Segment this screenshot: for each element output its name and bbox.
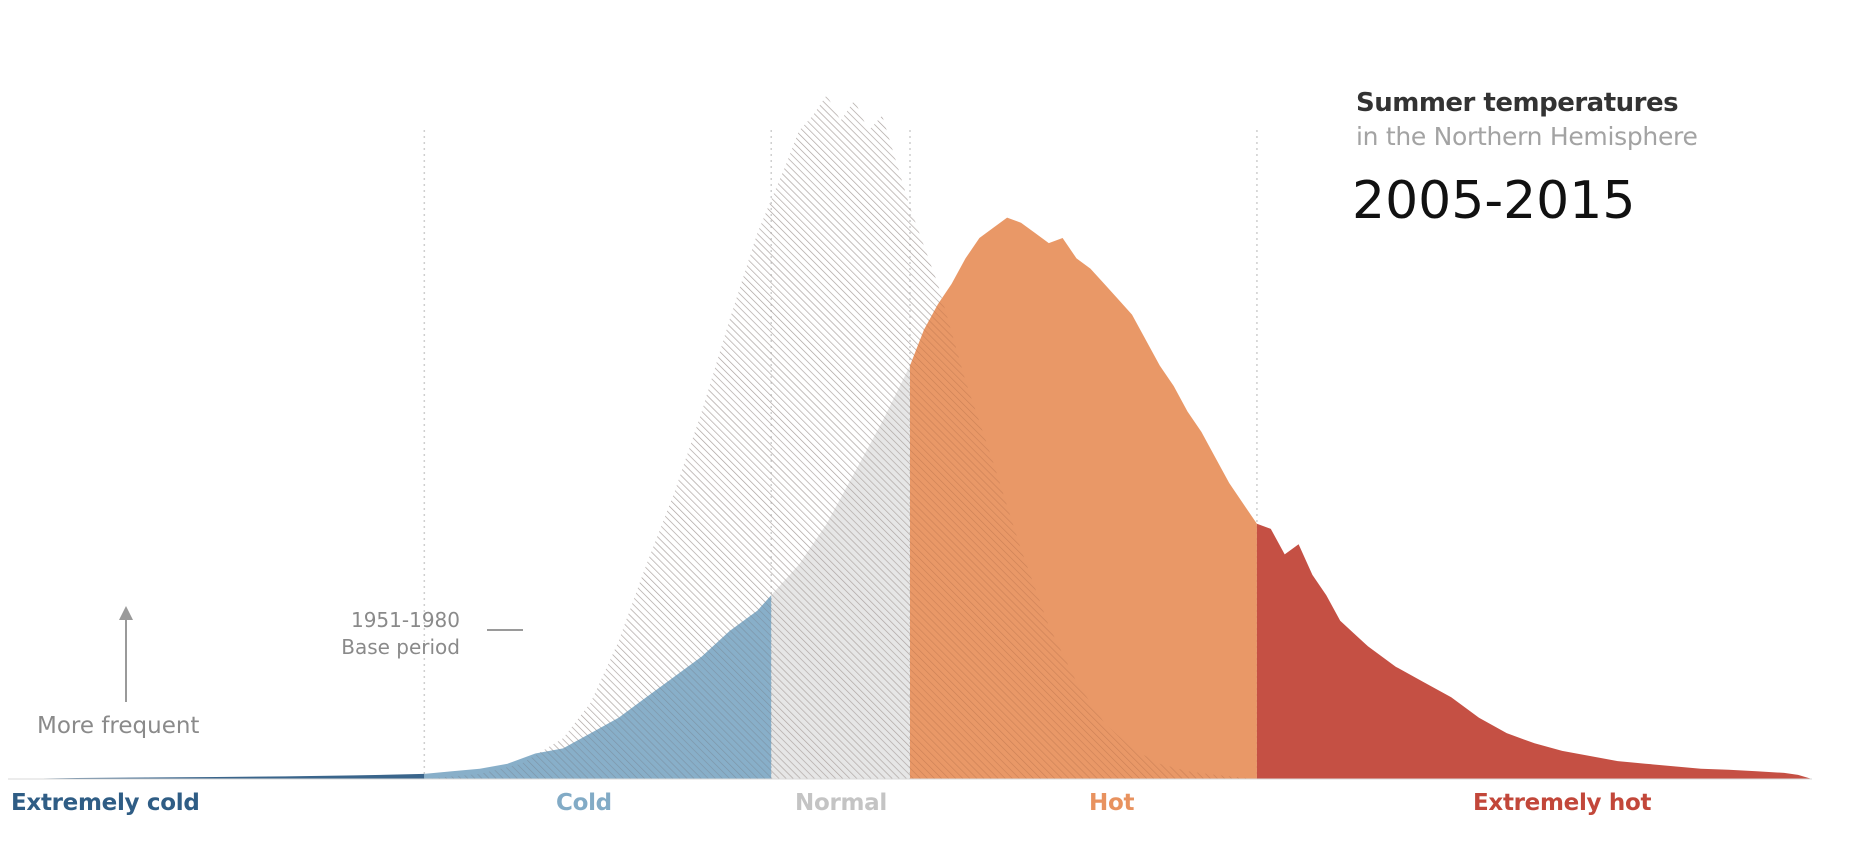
- category-label-hot: Hot: [1089, 790, 1135, 816]
- category-label-normal: Normal: [795, 790, 887, 816]
- title-block: Summer temperatures in the Northern Hemi…: [1352, 88, 1698, 231]
- base-period-caption: Base period: [341, 635, 460, 659]
- chart-subtitle: in the Northern Hemisphere: [1356, 122, 1698, 151]
- category-label-cold: Cold: [556, 790, 612, 816]
- up-arrow-icon: [119, 606, 133, 702]
- category-label-extremely-hot: Extremely hot: [1473, 790, 1652, 816]
- period-label: 2005-2015: [1352, 171, 1636, 231]
- area-extremely-hot: [1256, 523, 1812, 779]
- more-frequent-label: More frequent: [37, 713, 200, 739]
- chart-title: Summer temperatures: [1356, 88, 1679, 118]
- base-period-overlay: [424, 95, 1299, 780]
- base-period-years: 1951-1980: [350, 608, 460, 632]
- category-label-extremely-cold: Extremely cold: [11, 790, 200, 816]
- base-period-label: 1951-1980 Base period: [330, 607, 460, 661]
- base-period-leader-line: [487, 629, 523, 631]
- area-extremely-cold: [8, 773, 425, 779]
